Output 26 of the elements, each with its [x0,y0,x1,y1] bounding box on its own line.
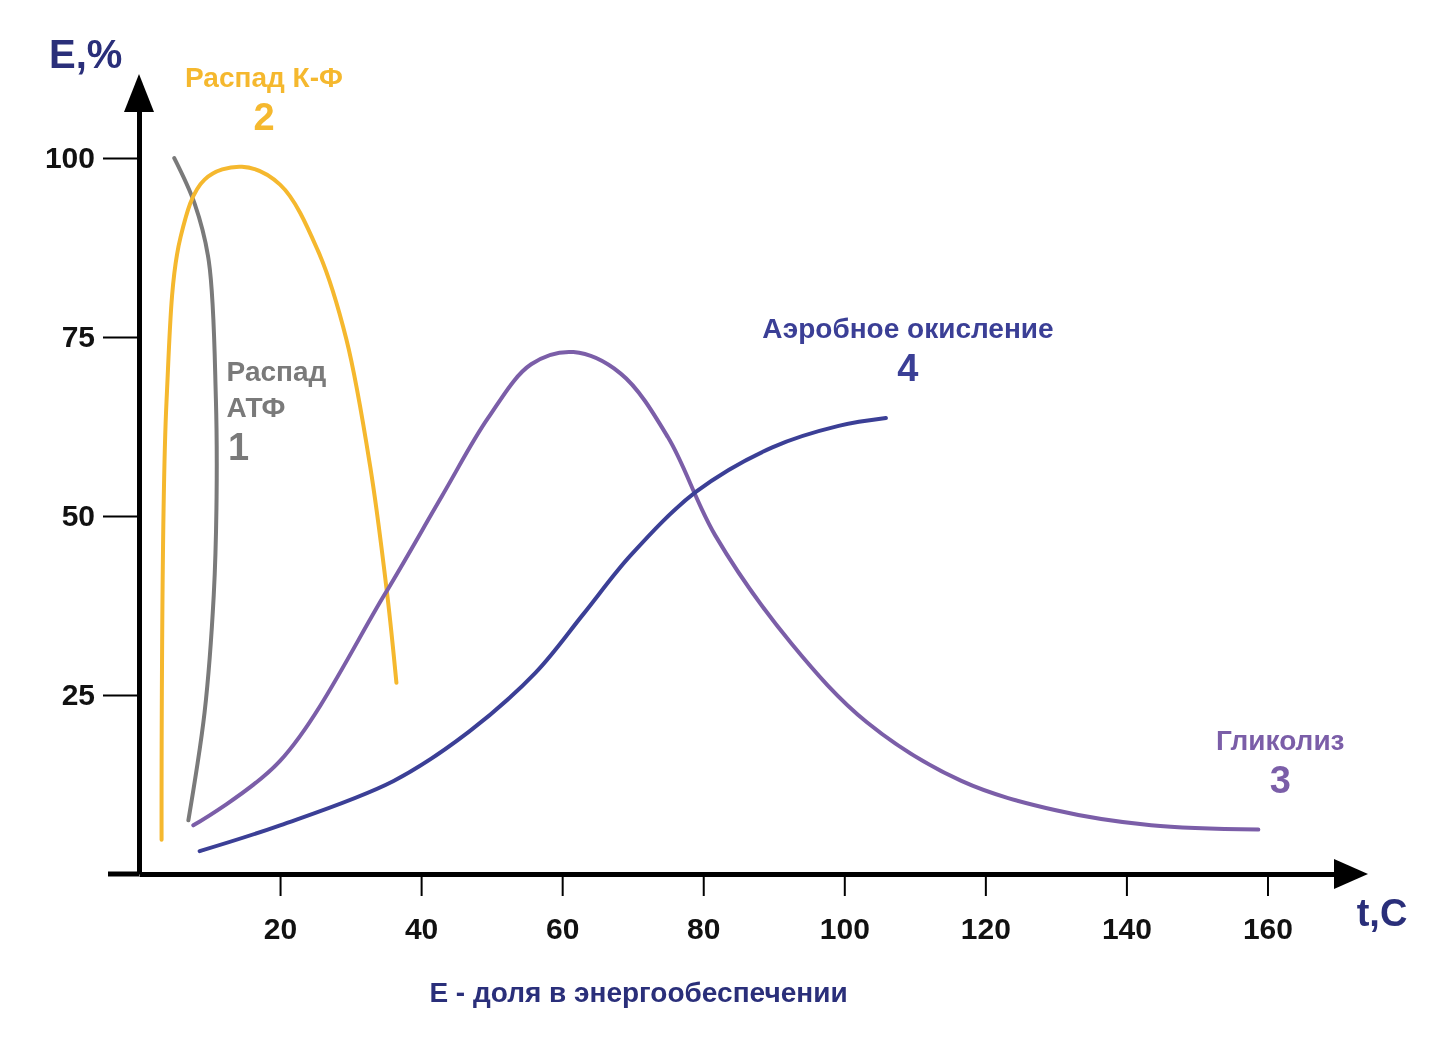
x-tick-label: 140 [1101,912,1152,946]
y-tick-label: 50 [61,499,95,533]
text: Распад К-Ф [185,61,343,93]
text: Гликолиз [1216,724,1345,756]
text: Аэробное окисление [762,312,1054,344]
y-tick-label: 25 [61,678,95,712]
x-tick-label: 120 [960,912,1011,946]
y-axis-title: E,% [49,32,123,76]
x-tick-label: 100 [819,912,870,946]
x-tick-label: 60 [545,912,580,946]
line-series [172,156,219,823]
line-series [159,164,399,842]
y-tick-label: 100 [44,141,95,175]
annotation: 2 [253,96,275,138]
x-tick-label: 40 [404,912,439,946]
series-label: Распад АТФ [226,355,327,423]
annotation: 3 [1269,758,1291,801]
x-tick-label: 20 [263,912,298,946]
x-tick-label: 160 [1242,912,1293,946]
line-series [197,415,888,854]
y-tick-label: 75 [61,320,95,354]
annotation: 1 [228,426,250,469]
annotation: 4 [897,347,919,390]
x-tick-label: 80 [687,912,721,946]
x-axis-title: t,C [1356,892,1408,934]
text: E - доля в энергообеспечении [429,977,848,1008]
